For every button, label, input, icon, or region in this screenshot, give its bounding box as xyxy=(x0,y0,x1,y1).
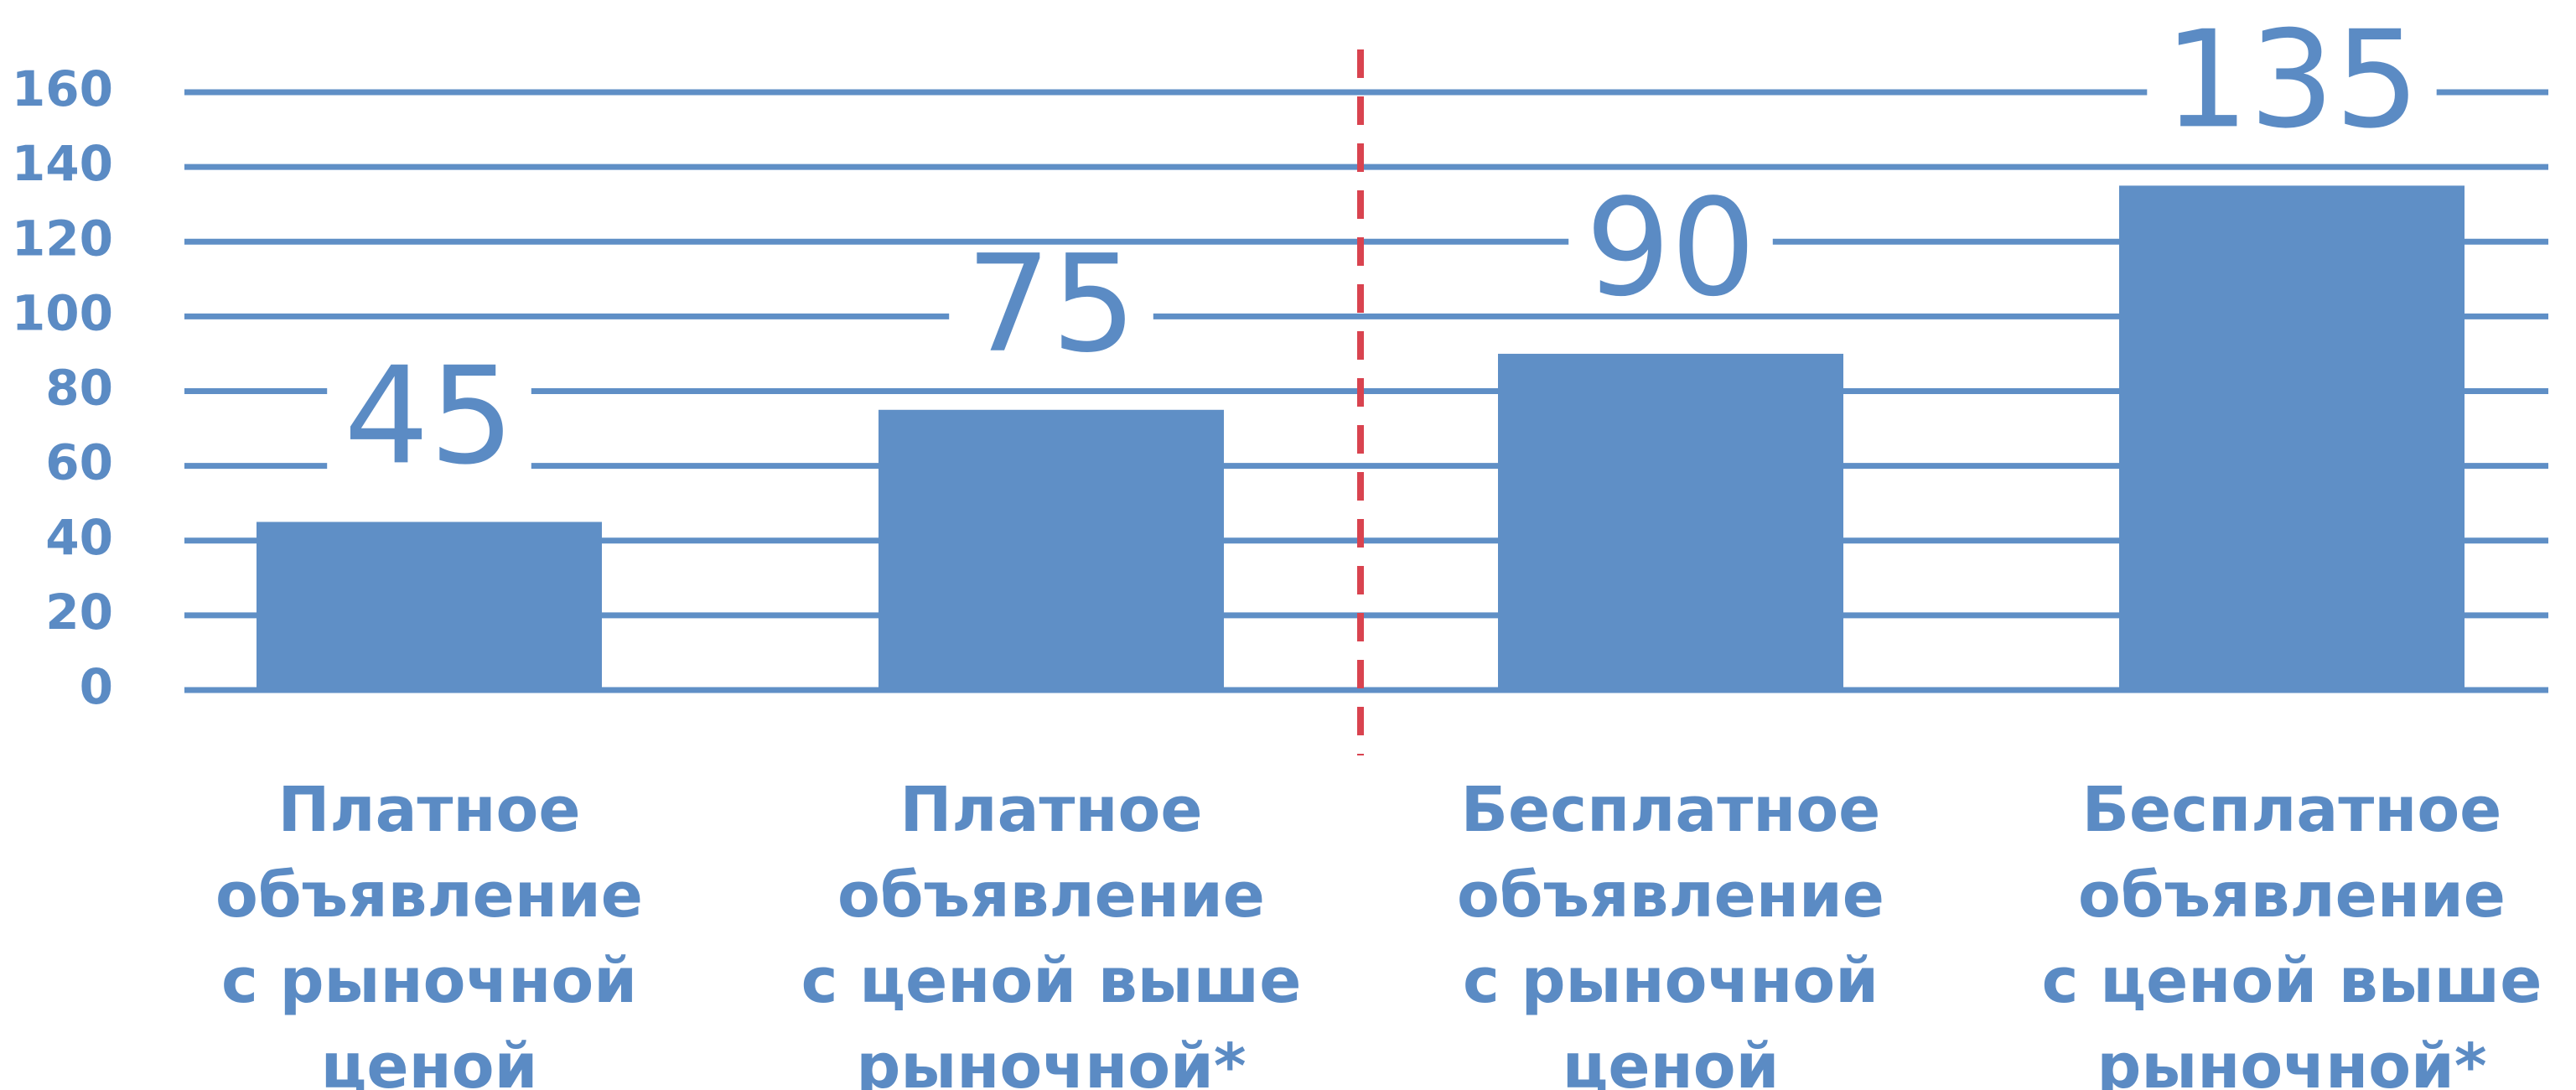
x-tick-label-line: с ценой выше xyxy=(2042,945,2542,1017)
y-tick-label: 80 xyxy=(45,360,113,417)
x-tick-label-line: объявление xyxy=(837,859,1265,932)
x-tick-label: Бесплатное объявление с рыночной ценой xyxy=(1457,774,1884,1090)
value-label-bg xyxy=(327,375,531,476)
x-tick-label-line: рыночной* xyxy=(856,1030,1246,1090)
bar xyxy=(879,409,1224,690)
y-tick-label: 120 xyxy=(12,210,113,267)
value-label: 75 xyxy=(966,226,1137,382)
y-tick-label: 160 xyxy=(12,60,113,117)
bar xyxy=(2119,185,2465,690)
x-tick-label-line: объявление xyxy=(1457,859,1884,932)
x-tick-label-line: с рыночной xyxy=(1463,945,1879,1017)
x-tick-label-line: Платное xyxy=(277,774,580,846)
x-tick-label-line: объявление xyxy=(2078,859,2506,932)
y-tick-label: 40 xyxy=(45,509,113,566)
x-tick-label-line: Бесплатное xyxy=(2082,774,2502,846)
y-tick-label: 140 xyxy=(12,135,113,192)
x-tick-label-line: Бесплатное xyxy=(1461,774,1881,846)
x-tick-label-line: объявление xyxy=(215,859,643,932)
x-tick-label: Платное объявление с ценой выше рыночной* xyxy=(801,774,1302,1090)
value-label-bg xyxy=(2147,39,2437,140)
y-tick-label: 60 xyxy=(45,434,113,491)
value-label: 45 xyxy=(344,337,515,494)
x-tick-label-line: ценой xyxy=(321,1030,538,1090)
x-tick-label: Платное объявление с рыночной ценой xyxy=(215,774,643,1090)
value-label-bg xyxy=(1568,206,1773,308)
bar xyxy=(1498,353,1843,690)
x-tick-label: Бесплатное объявление с ценой выше рыночной… xyxy=(2042,774,2542,1090)
x-tick-label-line: ценой xyxy=(1563,1030,1780,1090)
x-tick-label-line: Платное xyxy=(899,774,1202,846)
value-label: 135 xyxy=(2164,1,2419,158)
value-label-bg xyxy=(949,262,1153,364)
x-tick-label-line: с рыночной xyxy=(221,945,637,1017)
y-tick-label: 20 xyxy=(45,584,113,641)
y-tick-label: 0 xyxy=(80,658,113,715)
y-tick-label: 100 xyxy=(12,284,113,341)
x-tick-label-line: с ценой выше xyxy=(801,945,1302,1017)
value-label: 90 xyxy=(1585,169,1756,326)
x-tick-label-line: рыночной* xyxy=(2097,1030,2486,1090)
bar xyxy=(257,522,602,690)
